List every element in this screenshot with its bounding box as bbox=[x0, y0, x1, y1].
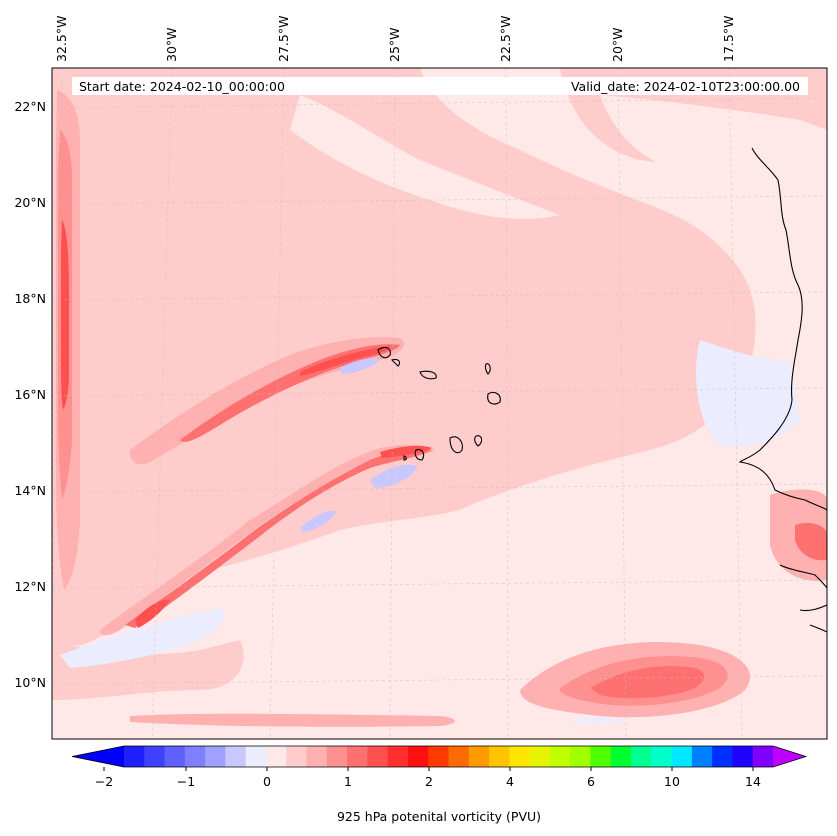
pv-field-pale-north bbox=[290, 95, 560, 220]
colorbar-segment bbox=[144, 746, 166, 767]
colorbar-segment bbox=[570, 746, 591, 767]
colorbar-extend-min bbox=[72, 746, 124, 767]
latitude-labels: 22°N 20°N 18°N 16°N 14°N 12°N 10°N bbox=[14, 99, 46, 690]
colorbar-segment bbox=[529, 746, 551, 767]
pv-blob-southeast-core bbox=[590, 666, 705, 699]
colorbar-segment bbox=[468, 746, 490, 767]
graticule bbox=[52, 68, 827, 739]
colorbar-segment bbox=[448, 746, 470, 767]
colorbar-segment bbox=[265, 746, 287, 767]
colorbar-segment bbox=[671, 746, 693, 767]
pv-filament-south-light bbox=[99, 444, 436, 636]
colorbar-outline bbox=[71, 745, 808, 768]
pv-filament-north-mid bbox=[180, 344, 400, 442]
colorbar-segment bbox=[590, 746, 612, 767]
map-panel bbox=[52, 68, 827, 739]
pv-negative-4 bbox=[300, 510, 336, 532]
colorbar-segment bbox=[306, 746, 328, 767]
header-bar bbox=[72, 77, 808, 95]
colorbar-segment bbox=[124, 746, 145, 767]
cbar-tick-label: 6 bbox=[587, 774, 595, 789]
colorbar-segment bbox=[245, 746, 267, 767]
colorbar-segment bbox=[387, 746, 409, 767]
colorbar-segment bbox=[164, 746, 186, 767]
colorbar-segment bbox=[610, 746, 632, 767]
cbar-tick-label: −2 bbox=[95, 774, 113, 789]
cape-verde-islands bbox=[377, 346, 501, 461]
lat-label: 20°N bbox=[14, 195, 46, 210]
lat-label: 18°N bbox=[14, 291, 46, 306]
start-date-label: Start date: 2024-02-10_00:00:00 bbox=[79, 79, 285, 94]
lon-label: 20°W bbox=[610, 27, 625, 62]
cbar-tick-label: 0 bbox=[263, 774, 271, 789]
colorbar-segment bbox=[691, 746, 713, 767]
lat-label: 16°N bbox=[14, 387, 46, 402]
colorbar-segment bbox=[651, 746, 673, 767]
pv-west-band-strong bbox=[61, 220, 69, 410]
cbar-tick-label: −1 bbox=[177, 774, 195, 789]
cbar-tick-label: 2 bbox=[425, 774, 433, 789]
colorbar bbox=[71, 745, 808, 768]
map-frame bbox=[51, 67, 828, 740]
cbar-tick-label: 10 bbox=[664, 774, 680, 789]
pv-negative-5 bbox=[60, 608, 224, 668]
coastline-west-africa bbox=[738, 147, 827, 633]
lon-label: 30°W bbox=[164, 27, 179, 62]
colorbar-segment bbox=[347, 746, 368, 767]
colorbar-segment bbox=[367, 746, 389, 767]
lon-label: 25°W bbox=[387, 27, 402, 62]
longitude-labels: 32.5°W 30°W 27.5°W 25°W 22.5°W 20°W 17.5… bbox=[54, 16, 736, 62]
cbar-tick-label: 1 bbox=[344, 774, 352, 789]
colorbar-segment bbox=[205, 746, 226, 767]
pv-negative-1 bbox=[340, 358, 380, 374]
colorbar-segment bbox=[428, 746, 449, 767]
colorbar-segment bbox=[184, 746, 206, 767]
lon-label: 17.5°W bbox=[721, 16, 736, 62]
colorbar-segment bbox=[752, 746, 774, 767]
lon-label: 27.5°W bbox=[276, 16, 291, 62]
colorbar-segment bbox=[286, 746, 308, 767]
valid-date-label: Valid_date: 2024-02-10T23:00:00.00 bbox=[571, 79, 800, 94]
lat-label: 14°N bbox=[14, 483, 46, 498]
cbar-tick-label: 4 bbox=[506, 774, 514, 789]
pv-band-south bbox=[130, 713, 455, 727]
pv-filament-north-core bbox=[300, 346, 391, 376]
colorbar-segment bbox=[326, 746, 348, 767]
pv-negative-6 bbox=[696, 340, 800, 447]
colorbar-segment bbox=[489, 746, 510, 767]
lat-label: 12°N bbox=[14, 579, 46, 594]
pv-negative-7 bbox=[570, 717, 625, 724]
colorbar-segment bbox=[732, 746, 754, 767]
colorbar-segment bbox=[509, 746, 531, 767]
pv-senegal-blob-core bbox=[795, 523, 827, 561]
pv-field-pale-northeast bbox=[600, 95, 827, 200]
pv-negative-2 bbox=[370, 464, 418, 488]
lon-label: 22.5°W bbox=[498, 16, 513, 62]
cbar-tick-label: 14 bbox=[745, 774, 761, 789]
colorbar-segment bbox=[631, 746, 652, 767]
colorbar-segment bbox=[712, 746, 733, 767]
colorbar-segment bbox=[549, 746, 571, 767]
colorbar-label: 925 hPa potenital vorticity (PVU) bbox=[337, 809, 541, 824]
colorbar-segment bbox=[407, 746, 429, 767]
colorbar-segment bbox=[225, 746, 247, 767]
lat-label: 10°N bbox=[14, 675, 46, 690]
colorbar-extend-max bbox=[773, 746, 806, 767]
lat-label: 22°N bbox=[14, 99, 46, 114]
lon-label: 32.5°W bbox=[54, 16, 69, 62]
pv-field-light-red bbox=[52, 68, 756, 647]
colorbar-ticks: −2 −1 0 1 2 4 6 10 14 bbox=[95, 767, 761, 789]
